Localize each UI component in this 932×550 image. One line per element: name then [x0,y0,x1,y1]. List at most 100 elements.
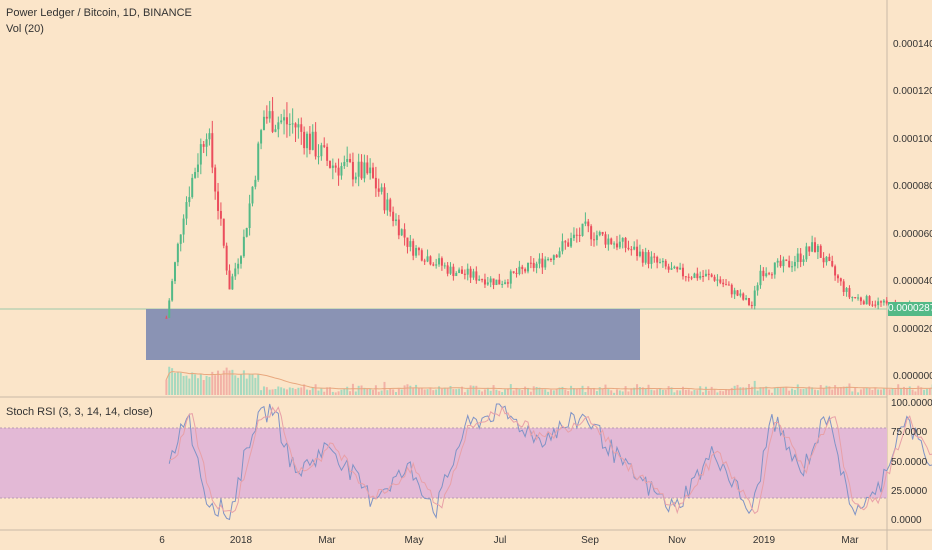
volume-bar [366,388,369,395]
candle-body [317,156,320,158]
candle-body [765,273,768,277]
price-tick-label: 0.00012000 [893,86,932,98]
candle-body [179,234,182,244]
candle-body [326,146,329,161]
candle-body [274,129,277,132]
candle-body [165,317,168,319]
candle-body [320,145,323,157]
price-tick-label: 0.00002000 [893,323,932,335]
candle-body [587,221,590,227]
volume-bar [793,389,796,395]
candle-body [415,247,418,256]
candle-body [492,278,495,285]
candle-body [283,117,286,121]
volume-bar [234,375,237,395]
volume-bar [492,385,495,395]
candle-body [168,300,171,318]
candle-body [288,123,291,125]
volume-bar [423,389,426,395]
candle-body [377,188,380,192]
volume-bar [670,387,673,395]
volume-bar [661,389,664,395]
candle-body [845,288,848,292]
volume-bar [392,389,395,395]
volume-bar [283,388,286,395]
volume-bar [776,386,779,395]
candle-body [483,279,486,285]
volume-bar [380,390,383,395]
candle-body [504,282,507,284]
volume-bar [306,389,309,395]
volume-bar [219,375,222,395]
candle-body [868,296,871,305]
volume-bar [699,386,702,395]
candle-body [518,266,521,274]
candle-body [733,290,736,295]
candle-body [214,167,217,192]
candle-body [372,167,375,178]
support-zone[interactable] [146,309,640,360]
candle-body [512,271,515,273]
candle-body [727,284,730,286]
volume-bar [478,389,481,395]
candle-body [650,256,653,264]
volume-bar [745,387,748,395]
volume-bar [610,390,613,395]
volume-bar [928,388,931,395]
volume-bar [914,391,917,395]
candle-body [363,162,366,179]
candle-body [524,269,527,272]
candle-body [604,234,607,245]
candle-body [443,265,446,267]
volume-bar [920,387,923,395]
volume-bar [816,390,819,395]
candle-body [607,238,610,245]
volume-bar [902,386,905,395]
volume-bar [237,377,240,395]
candle-body [340,166,343,176]
candle-body [420,250,423,261]
candle-body [756,285,759,291]
time-tick-label: May [404,535,424,546]
candle-body [354,176,357,180]
volume-bar [690,391,693,395]
volume-bar [641,387,644,395]
volume-bar [547,391,550,395]
volume-bar [905,387,908,395]
candle-body [753,290,756,307]
candle-body [664,260,667,267]
candle-body [438,258,441,265]
candle-body [848,288,851,298]
candle-body [458,269,461,273]
candle-body [205,139,208,147]
volume-bar [653,390,656,395]
volume-bar [656,389,659,395]
candle-body [346,158,349,162]
volume-bar [211,371,214,395]
volume-bar [667,386,670,395]
volume-bar [911,389,914,395]
volume-bar [317,390,320,395]
candle-body [188,197,191,203]
volume-bar [303,384,306,395]
candle-body [369,167,372,174]
volume-bar [722,391,725,395]
volume-bar [455,389,458,395]
candle-body [828,256,831,261]
candle-body [572,234,575,239]
volume-bar [770,392,773,395]
candle-body [859,297,862,302]
volume-bar [736,384,739,395]
volume-bar [357,385,360,395]
volume-bar [254,377,257,395]
volume-bar [917,385,920,395]
candle-body [601,231,604,235]
volume-bar [165,379,168,395]
volume-bar [323,391,326,395]
candle-body [799,253,802,262]
candle-body [805,246,808,260]
candle-body [621,237,624,242]
volume-bar [458,388,461,395]
candle-body [822,257,825,263]
